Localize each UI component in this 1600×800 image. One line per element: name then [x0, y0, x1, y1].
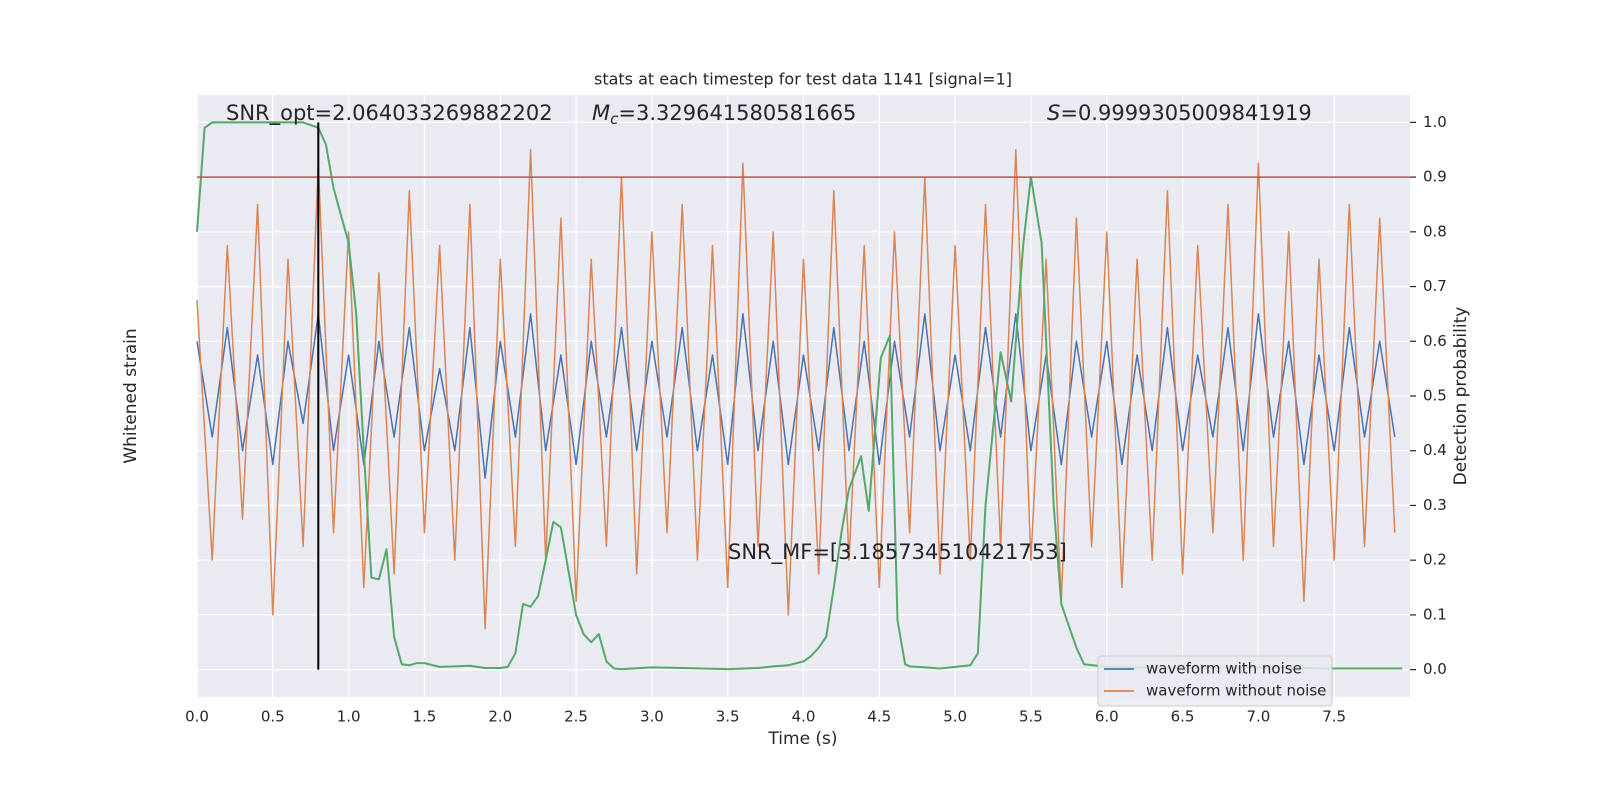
- x-tick-label: 2.5: [564, 708, 588, 726]
- y2-tick-label: 0.4: [1423, 441, 1447, 459]
- x-tick-label: 0.0: [185, 708, 209, 726]
- series-line: [196, 148, 1396, 630]
- annotation: SNR_opt=2.064033269882202: [226, 101, 553, 126]
- series-line: [196, 313, 1396, 479]
- legend-label: waveform with noise: [1146, 660, 1302, 678]
- annotation-part: =0.9999305009841919: [1060, 101, 1311, 125]
- x-tick-label: 4.5: [867, 708, 891, 726]
- x-tick-label: 4.0: [792, 708, 816, 726]
- x-tick-label: 1.0: [337, 708, 361, 726]
- y2-tick-label: 0.9: [1423, 168, 1447, 186]
- legend-label: waveform without noise: [1146, 682, 1326, 700]
- annotation: Mc=3.329641580581665: [592, 101, 856, 128]
- y2-tick-label: 0.7: [1423, 277, 1447, 295]
- y2-tick-label: 0.8: [1423, 222, 1447, 240]
- y2-tick-label: 0.0: [1423, 660, 1447, 678]
- x-tick-label: 1.5: [413, 708, 437, 726]
- x-tick-label: 7.5: [1322, 708, 1346, 726]
- y-axis-label: Whitened strain: [121, 328, 141, 463]
- chart-title: stats at each timestep for test data 114…: [594, 70, 1012, 89]
- x-tick-label: 5.5: [1019, 708, 1043, 726]
- x-tick-label: 3.0: [640, 708, 664, 726]
- x-tick-label: 6.0: [1095, 708, 1119, 726]
- y2-tick-label: 0.1: [1423, 605, 1447, 623]
- x-tick-label: 5.0: [943, 708, 967, 726]
- annotation-part: =3.329641580581665: [618, 101, 856, 125]
- annotation-part: c: [610, 110, 619, 128]
- x-tick-label: 3.5: [716, 708, 740, 726]
- annotation-part: SNR_opt=2.064033269882202: [226, 101, 553, 126]
- y2-tick-label: 0.3: [1423, 496, 1447, 514]
- x-tick-label: 2.0: [488, 708, 512, 726]
- annotation-part: M: [592, 101, 610, 125]
- y2-tick-label: 1.0: [1423, 113, 1447, 131]
- y2-tick-label: 0.5: [1423, 387, 1447, 405]
- series-line: [196, 121, 1403, 671]
- y2-tick-label: 0.2: [1423, 551, 1447, 569]
- x-tick-label: 6.5: [1171, 708, 1195, 726]
- annotation-part: S: [1047, 101, 1060, 125]
- annotation: SNR_MF=[3.185734510421753]: [728, 540, 1067, 565]
- x-axis-label: Time (s): [767, 729, 837, 749]
- annotation-part: SNR_MF=[3.185734510421753]: [728, 540, 1067, 565]
- x-tick-label: 7.0: [1246, 708, 1270, 726]
- annotation: S=0.9999305009841919: [1047, 101, 1312, 125]
- x-tick-label: 0.5: [261, 708, 285, 726]
- y2-tick-label: 0.6: [1423, 332, 1447, 350]
- legend-box: [1097, 655, 1333, 707]
- y2-axis-label: Detection probability: [1451, 307, 1471, 486]
